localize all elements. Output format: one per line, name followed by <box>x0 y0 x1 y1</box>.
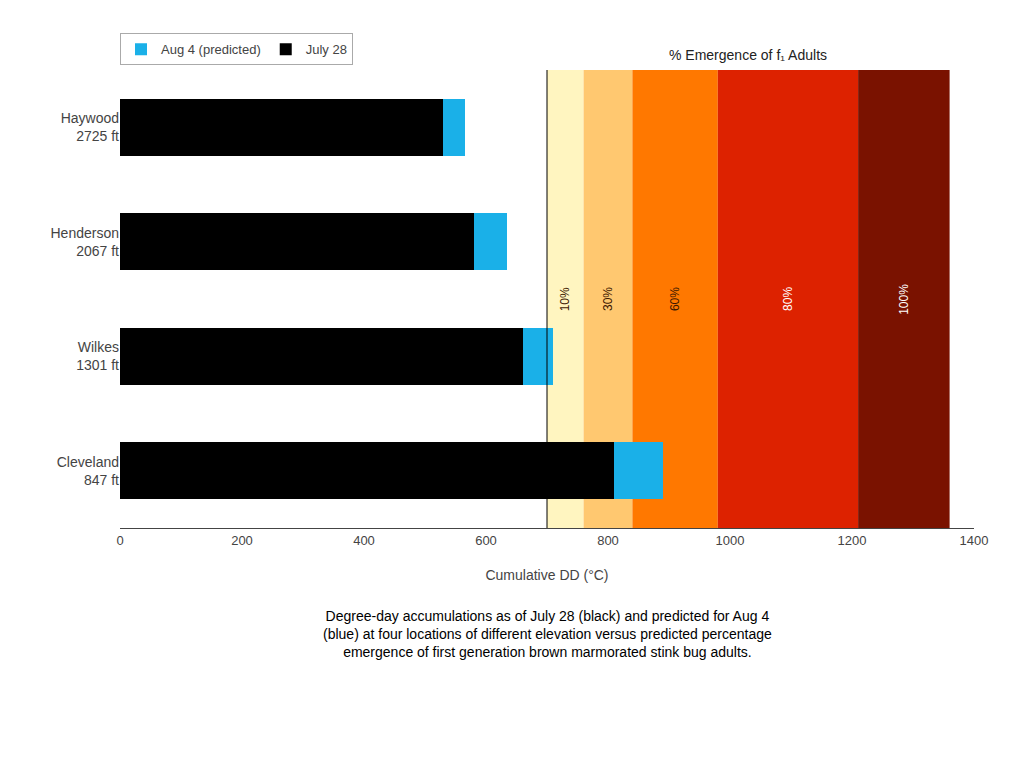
svg-text:Henderson2067 ft: Henderson2067 ft <box>51 225 120 259</box>
svg-text:60%: 60% <box>668 287 682 311</box>
svg-text:1400: 1400 <box>960 533 989 548</box>
svg-text:600: 600 <box>475 533 497 548</box>
svg-text:400: 400 <box>353 533 375 548</box>
svg-text:Haywood2725 ft: Haywood2725 ft <box>61 110 119 144</box>
svg-text:10%: 10% <box>558 287 572 311</box>
svg-text:Degree-day accumulations as of: Degree-day accumulations as of July 28 (… <box>323 608 772 660</box>
svg-text:800: 800 <box>597 533 619 548</box>
svg-text:% Emergence of f₁ Adults: % Emergence of f₁ Adults <box>669 47 827 63</box>
svg-text:80%: 80% <box>781 287 795 311</box>
svg-text:0: 0 <box>116 533 123 548</box>
svg-text:Aug 4 (predicted): Aug 4 (predicted) <box>161 42 261 57</box>
svg-text:Cumulative DD (°C): Cumulative DD (°C) <box>485 567 608 583</box>
svg-text:Wilkes1301 ft: Wilkes1301 ft <box>76 339 119 373</box>
svg-text:30%: 30% <box>601 287 615 311</box>
svg-text:July 28: July 28 <box>306 42 347 57</box>
svg-text:100%: 100% <box>897 284 911 315</box>
svg-text:200: 200 <box>231 533 253 548</box>
svg-text:1200: 1200 <box>838 533 867 548</box>
svg-text:Cleveland847 ft: Cleveland847 ft <box>57 454 119 488</box>
svg-text:1000: 1000 <box>716 533 745 548</box>
